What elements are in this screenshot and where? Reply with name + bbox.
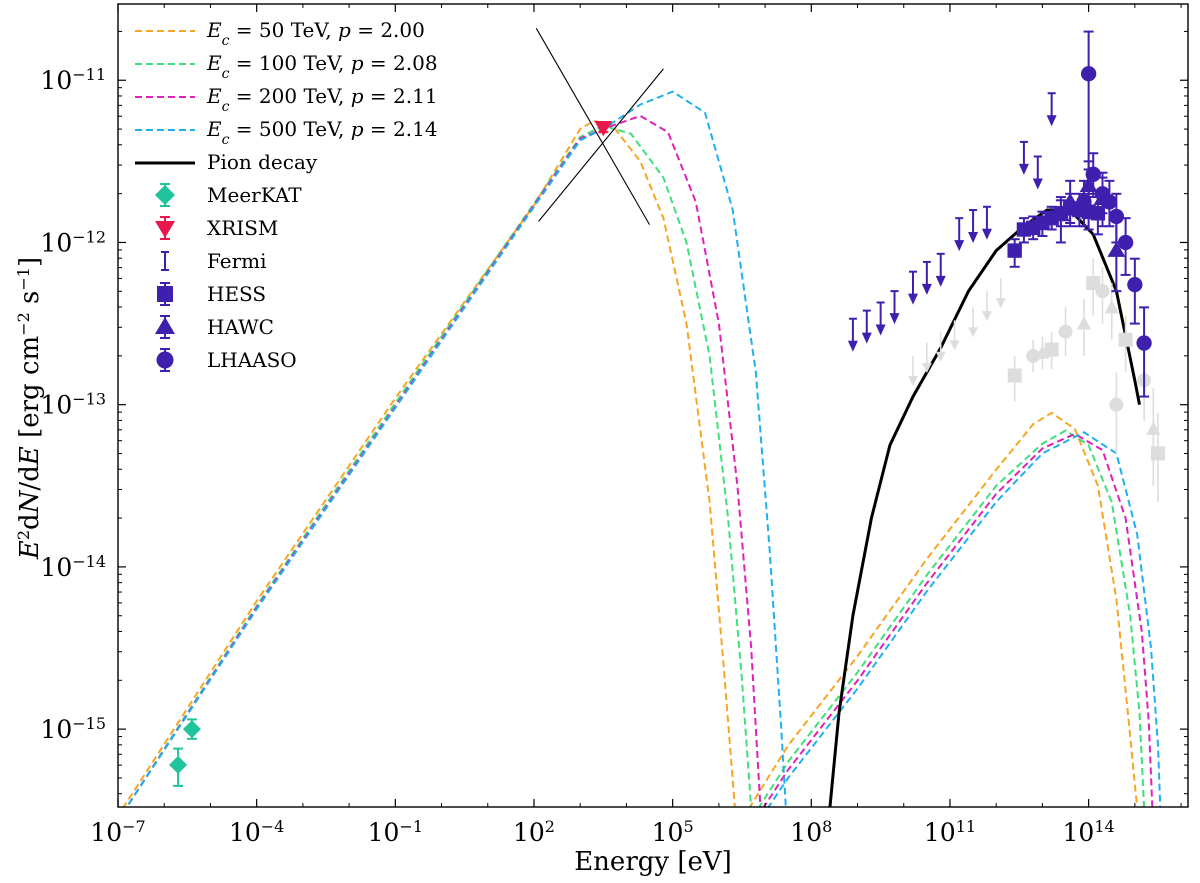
x-tick-label: 105 xyxy=(652,817,694,848)
grey-upper-limit-arrow xyxy=(935,351,946,362)
x-tick-label: 10−4 xyxy=(229,817,284,848)
meerkat-marker xyxy=(169,755,188,774)
lhaaso-marker xyxy=(1076,194,1092,210)
hawc-marker xyxy=(1107,241,1126,257)
grey-circle-marker xyxy=(1109,397,1124,412)
legend-marker-xrism xyxy=(155,221,175,238)
xrism-bowtie-line xyxy=(535,28,650,225)
grey-square-marker xyxy=(1150,446,1165,461)
lhaaso-marker xyxy=(1101,194,1118,210)
grey-triangle-marker xyxy=(1077,315,1092,330)
grey-square-marker xyxy=(1086,276,1101,291)
y-tick-label: 10−12 xyxy=(40,227,106,258)
fermi-upper-limit-arrow xyxy=(875,324,886,336)
model-sync-curve-2 xyxy=(125,124,753,807)
legend-label-lhaaso: LHAASO xyxy=(207,348,297,372)
y-tick-label: 10−11 xyxy=(40,65,106,96)
xrism-bowtie-line xyxy=(538,68,664,222)
grey-upper-limit-arrow xyxy=(907,376,918,387)
model-ic-curve-3 xyxy=(762,432,1154,807)
lhaaso-marker xyxy=(1085,166,1101,182)
x-tick-label: 10−1 xyxy=(368,817,423,848)
fermi-upper-limit-arrow xyxy=(1046,115,1057,127)
fermi-upper-limit-arrow xyxy=(847,340,858,352)
grey-circle-marker xyxy=(1058,324,1073,339)
fermi-upper-limit-arrow xyxy=(1018,163,1029,175)
x-tick-label: 1011 xyxy=(924,817,976,848)
fermi-upper-limit-arrow xyxy=(1032,178,1043,190)
fermi-upper-limit-arrow xyxy=(889,313,900,325)
legend-label-hawc: HAWC xyxy=(207,315,274,339)
y-tick-label: 10−14 xyxy=(40,551,106,582)
grey-upper-limit-arrow xyxy=(981,311,992,322)
pion-decay-curve xyxy=(828,208,1141,807)
fermi-upper-limit-arrow xyxy=(954,240,965,252)
hess-marker xyxy=(1007,243,1022,258)
fermi-upper-limit-arrow xyxy=(968,232,979,244)
hawc-marker xyxy=(1061,192,1080,209)
model-ic-curve-1 xyxy=(748,411,1139,807)
model-sync-curve-1 xyxy=(122,119,736,807)
grey-upper-limit-arrow xyxy=(949,340,960,351)
fermi-upper-limit-arrow xyxy=(861,332,872,344)
fermi-upper-limit-arrow xyxy=(981,228,992,240)
grey-triangle-marker xyxy=(1146,421,1161,436)
legend-label-3: Ec = 200 TeV, p = 2.11 xyxy=(206,84,438,115)
y-tick-label: 10−15 xyxy=(40,714,106,745)
grey-square-marker xyxy=(1044,342,1059,357)
legend-marker-fermi xyxy=(161,251,169,271)
legend-label-xrism: XRISM xyxy=(207,216,278,240)
legend-marker-hess xyxy=(157,286,173,302)
model-ic-curve-4 xyxy=(767,431,1162,807)
legend-label-4: Ec = 500 TeV, p = 2.14 xyxy=(206,117,438,148)
hawc-marker xyxy=(1051,205,1070,222)
grey-square-marker xyxy=(1118,332,1133,347)
grey-square-marker xyxy=(1007,368,1022,383)
legend-marker-lhaaso xyxy=(156,351,174,369)
fermi-upper-limit-arrow xyxy=(921,283,932,295)
x-tick-label: 102 xyxy=(513,817,555,848)
lhaaso-marker xyxy=(1108,208,1125,225)
grey-triangle-marker xyxy=(1104,299,1119,314)
fermi-upper-limit-arrow xyxy=(935,275,946,287)
lhaaso-marker xyxy=(1080,66,1097,82)
model-ic-curve-2 xyxy=(758,429,1146,807)
grey-circle-marker xyxy=(1026,349,1041,364)
fermi-upper-limit-arrow xyxy=(907,293,918,305)
grey-circle-marker xyxy=(1095,284,1110,299)
lhaaso-marker xyxy=(1117,234,1134,251)
x-tick-label: 1014 xyxy=(1063,817,1115,848)
data-points xyxy=(169,30,1165,787)
x-axis-label: Energy [eV] xyxy=(574,847,732,877)
legend-label-hess: HESS xyxy=(207,282,266,306)
model-sync-curve-4 xyxy=(125,90,787,807)
meerkat-marker xyxy=(182,720,201,739)
legend-marker-hawc xyxy=(155,317,175,334)
x-tick-label: 108 xyxy=(790,817,832,848)
y-tick-label: 10−13 xyxy=(40,389,106,420)
axis-ticks: 10−7 10−4 10−1 102 105 108 1011 1014 10−15 10−14 1… xyxy=(40,4,1188,847)
legend-label-pion: Pion decay xyxy=(207,150,318,174)
legend-label-fermi: Fermi xyxy=(207,249,267,273)
grey-upper-limit-arrow xyxy=(921,363,932,374)
grey-upper-limit-arrow xyxy=(968,327,979,338)
x-tick-label: 10−7 xyxy=(90,817,145,848)
xrism-marker xyxy=(594,120,613,137)
legend-label-meerkat: MeerKAT xyxy=(207,183,302,207)
y-axis-label: E2dN/dE [erg cm−2 s−1] xyxy=(14,257,46,560)
legend-marker-meerkat xyxy=(155,185,175,205)
grey-upper-limit-arrow xyxy=(995,298,1006,309)
model-curves xyxy=(122,28,1162,807)
lhaaso-marker xyxy=(1136,335,1152,351)
legend-label-1: Ec = 50 TeV, p = 2.00 xyxy=(206,18,425,49)
legend-label-2: Ec = 100 TeV, p = 2.08 xyxy=(206,51,438,82)
lhaaso-marker xyxy=(1127,276,1143,293)
plot-frame xyxy=(117,3,1189,808)
